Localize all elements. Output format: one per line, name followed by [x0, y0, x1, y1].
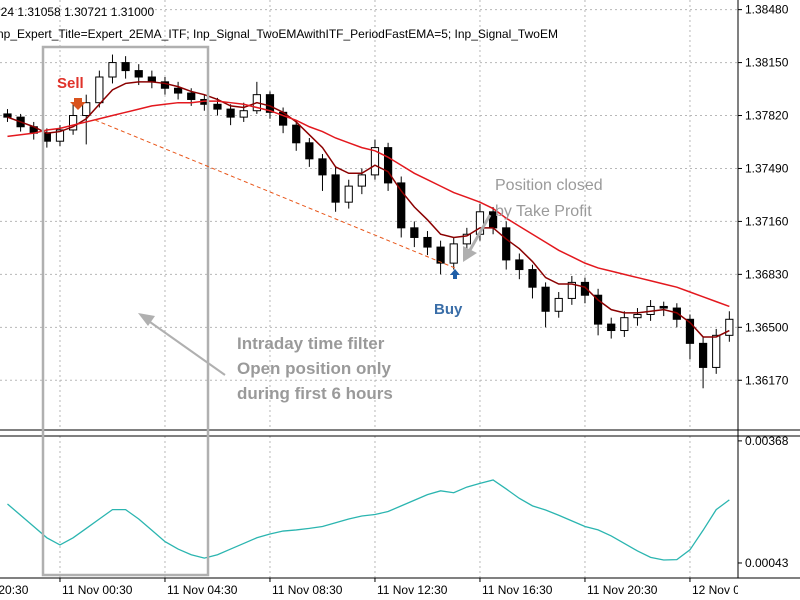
- buy-arrow: [450, 269, 460, 279]
- candle-body: [134, 70, 143, 78]
- y-tick-label: 1.36170: [745, 373, 789, 387]
- header-text: 724 1.31058 1.30721 1.31000: [0, 5, 154, 19]
- buy-label: Buy: [434, 301, 463, 318]
- candle-body: [436, 246, 445, 264]
- candle-body: [528, 269, 537, 288]
- candle-body: [3, 113, 12, 118]
- candle-body: [449, 243, 458, 264]
- indicator-line: [7, 479, 730, 561]
- header-text: np_Expert_Title=Expert_2EMA_ITF; Inp_Sig…: [0, 27, 558, 41]
- y-tick-label: 1.37160: [745, 214, 789, 228]
- note-arrowhead: [138, 313, 155, 326]
- price-plot: [3, 54, 734, 389]
- candle-body: [554, 297, 563, 312]
- axes: [0, 0, 800, 579]
- grid: [0, 0, 738, 578]
- candle-body: [357, 174, 366, 187]
- y-tick-label: 1.36500: [745, 320, 789, 334]
- candle-body: [370, 147, 380, 176]
- y-tick-label: 1.38480: [745, 3, 789, 17]
- candle-body: [95, 76, 104, 104]
- y-tick-label: 1.38150: [745, 56, 789, 70]
- candle-body: [173, 87, 183, 94]
- y-tick-label: 1.37820: [745, 109, 789, 123]
- x-tick-label: 11 Nov 00:30: [62, 583, 133, 597]
- candle-body: [725, 318, 734, 336]
- note-arrow: [149, 321, 226, 376]
- x-tick-label: 11 Nov 04:30: [167, 583, 238, 597]
- x-tick-label: 11 Nov 20:30: [587, 583, 658, 597]
- note-text: during first 6 hours: [237, 384, 393, 403]
- candle-body: [593, 294, 603, 325]
- sell-arrow: [70, 98, 86, 110]
- indicator-plot: [7, 479, 730, 561]
- candle-body: [292, 124, 301, 144]
- candle-body: [580, 281, 590, 296]
- candle-body: [462, 233, 471, 245]
- candle-body: [633, 313, 642, 319]
- candle-body: [397, 182, 406, 229]
- candle-body: [659, 305, 668, 309]
- candle-body: [331, 174, 340, 203]
- candle-body: [410, 227, 419, 238]
- y-tick-label: 1.37490: [745, 161, 789, 175]
- note-text: Intraday time filter: [237, 334, 385, 353]
- sell-label: Sell: [57, 75, 84, 92]
- candle-body: [213, 103, 222, 110]
- y-tick-label: 0.00368: [745, 434, 789, 448]
- candle-body: [187, 92, 196, 100]
- candle-body: [502, 227, 511, 261]
- candle-body: [423, 236, 432, 248]
- candle-body: [108, 62, 117, 78]
- candle-body: [265, 94, 275, 113]
- candle-body: [620, 317, 629, 332]
- candle-body: [68, 115, 78, 131]
- candle-body: [82, 102, 91, 117]
- candle-body: [712, 334, 721, 368]
- x-tick-label: 11 Nov 12:30: [377, 583, 448, 597]
- ema-line: [7, 81, 730, 338]
- ema-line: [7, 100, 730, 308]
- candle-body: [515, 259, 524, 271]
- candle-body: [55, 129, 65, 142]
- candle-body: [698, 342, 708, 368]
- candle-body: [567, 281, 576, 299]
- candle-body: [318, 158, 327, 176]
- note-text: Open position only: [237, 359, 391, 378]
- note-arrow: [468, 214, 492, 251]
- note-arrowhead: [463, 246, 477, 262]
- candle-body: [239, 110, 248, 118]
- x-tick-label: 10 Nov 20:30: [0, 583, 29, 597]
- time-axis: 10 Nov 20:30 11 Nov 00:30 11 Nov 04:30 11 N…: [0, 578, 764, 597]
- y-tick-label: 1.36830: [745, 267, 789, 281]
- x-tick-label: 12 Nov 00:30: [692, 583, 764, 597]
- candle-body: [226, 108, 235, 118]
- note-text: by Take Profit: [495, 203, 592, 220]
- candle-body: [305, 142, 314, 160]
- candle-body: [344, 185, 353, 203]
- candle-body: [121, 62, 130, 72]
- x-tick-label: 11 Nov 08:30: [272, 583, 343, 597]
- candle-body: [383, 147, 393, 184]
- note-text: Position closed: [495, 177, 603, 194]
- candle-body: [607, 323, 616, 332]
- x-tick-label: 11 Nov 16:30: [482, 583, 553, 597]
- y-tick-label: 0.00043: [745, 556, 789, 570]
- trade-line: [94, 119, 456, 269]
- candle-body: [42, 132, 51, 142]
- filter-window: [41, 45, 210, 577]
- candle-body: [685, 318, 695, 344]
- candle-body: [541, 286, 550, 312]
